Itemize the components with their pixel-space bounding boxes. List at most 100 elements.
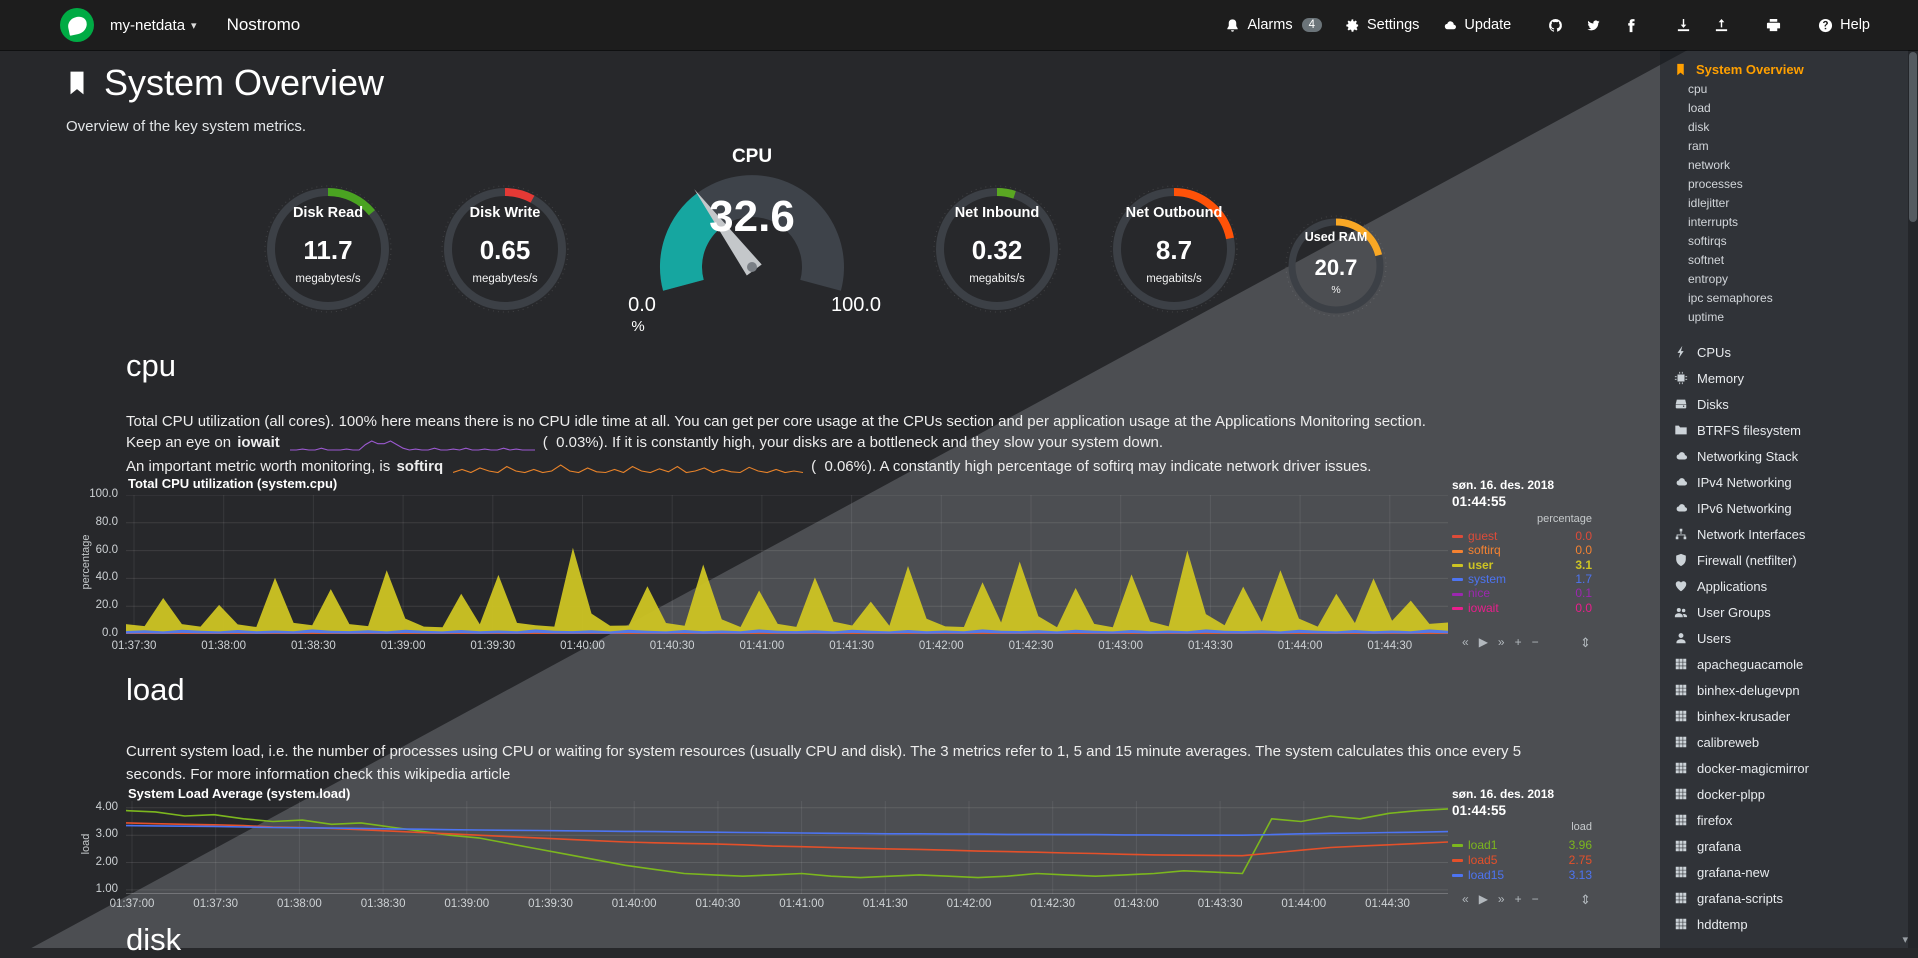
sidebar-item-apacheguacamole[interactable]: apacheguacamole — [1672, 651, 1912, 677]
import-snapshot-button[interactable] — [1676, 18, 1691, 33]
sidebar-item-grafana[interactable]: grafana — [1672, 833, 1912, 859]
export-snapshot-button[interactable] — [1714, 18, 1729, 33]
sidebar-subitem-disk[interactable]: disk — [1672, 118, 1912, 137]
sidebar-item-hddtemp[interactable]: hddtemp — [1672, 911, 1912, 937]
toolbox-zoom-out-button[interactable]: − — [1532, 635, 1539, 649]
x-tick-label: 01:42:30 — [1018, 898, 1088, 910]
twitter-link[interactable] — [1586, 18, 1601, 33]
users-icon — [1672, 605, 1689, 619]
toolbox-play-button[interactable]: ▶ — [1479, 635, 1488, 649]
sidebar-subitem-ipc-semaphores[interactable]: ipc semaphores — [1672, 289, 1912, 308]
sidebar-subitem-processes[interactable]: processes — [1672, 175, 1912, 194]
chart-title-system-cpu: Total CPU utilization (system.cpu) — [128, 476, 337, 491]
sidebar-item-memory[interactable]: Memory — [1672, 365, 1912, 391]
iowait-note-suffix: ( 0.03%). If it is constantly high, your… — [543, 431, 1163, 454]
sidebar-subitem-ram[interactable]: ram — [1672, 137, 1912, 156]
sidebar-item-system-overview[interactable]: System Overview — [1672, 58, 1912, 80]
sidebar-item-docker-magicmirror[interactable]: docker-magicmirror — [1672, 755, 1912, 781]
sidebar-item-cpus[interactable]: CPUs — [1672, 339, 1912, 365]
toolbox-pan-forward-button[interactable]: » — [1498, 892, 1505, 906]
softirq-sparkline[interactable] — [453, 460, 803, 474]
sidebar-item-calibreweb[interactable]: calibreweb — [1672, 729, 1912, 755]
toolbox-zoom-in-button[interactable]: + — [1515, 635, 1522, 649]
sidebar-item-disks[interactable]: Disks — [1672, 391, 1912, 417]
folder-icon — [1672, 423, 1689, 437]
sidebar-subitem-cpu[interactable]: cpu — [1672, 80, 1912, 99]
toolbox-play-button[interactable]: ▶ — [1479, 892, 1488, 906]
sidebar-item-networking-stack[interactable]: Networking Stack — [1672, 443, 1912, 469]
settings-button[interactable]: Settings — [1345, 17, 1419, 33]
toolbox-pan-backward-button[interactable]: « — [1462, 892, 1469, 906]
sidebar-subitem-load[interactable]: load — [1672, 99, 1912, 118]
chart-resize-handle[interactable]: ⇕ — [1580, 635, 1591, 651]
sidebar-item-ipv4-networking[interactable]: IPv4 Networking — [1672, 469, 1912, 495]
gauge-units: megabits/s — [924, 273, 1070, 285]
sidebar-item-ipv6-networking[interactable]: IPv6 Networking — [1672, 495, 1912, 521]
sidebar-subitem-network[interactable]: network — [1672, 156, 1912, 175]
gauge-title: Used RAM — [1276, 230, 1396, 244]
sidebar-subitem-softnet[interactable]: softnet — [1672, 251, 1912, 270]
gauge-units: megabytes/s — [255, 273, 401, 285]
page-scrollbar[interactable] — [1908, 50, 1918, 948]
chart-system-load[interactable] — [126, 801, 1448, 894]
sidebar-subitem-interrupts[interactable]: interrupts — [1672, 213, 1912, 232]
sidebar-subitem-uptime[interactable]: uptime — [1672, 308, 1912, 327]
toolbox-pan-backward-button[interactable]: « — [1462, 635, 1469, 649]
sidebar-item-binhex-krusader[interactable]: binhex-krusader — [1672, 703, 1912, 729]
sidebar-subitem-idlejitter[interactable]: idlejitter — [1672, 194, 1912, 213]
sidebar-subitem-entropy[interactable]: entropy — [1672, 270, 1912, 289]
page-scrollbar-thumb[interactable] — [1909, 52, 1917, 222]
sidebar-item-network-interfaces[interactable]: Network Interfaces — [1672, 521, 1912, 547]
update-button[interactable]: Update — [1442, 17, 1511, 33]
help-button[interactable]: Help — [1818, 17, 1870, 33]
x-tick-label: 01:40:00 — [599, 898, 669, 910]
iowait-sparkline[interactable] — [290, 436, 535, 450]
sidebar-item-btrfs-filesystem[interactable]: BTRFS filesystem — [1672, 417, 1912, 443]
alarms-button[interactable]: Alarms 4 — [1225, 17, 1322, 33]
sidebar-item-binhex-delugevpn[interactable]: binhex-delugevpn — [1672, 677, 1912, 703]
sidebar-item-users[interactable]: Users — [1672, 625, 1912, 651]
netdata-logo[interactable] — [60, 8, 94, 42]
sidebar-subitem-softirqs[interactable]: softirqs — [1672, 232, 1912, 251]
toolbox-zoom-in-button[interactable]: + — [1515, 892, 1522, 906]
github-link[interactable] — [1548, 18, 1563, 33]
sidebar-item-grafana-new[interactable]: grafana-new — [1672, 859, 1912, 885]
grid-icon — [1672, 787, 1689, 801]
iowait-term: iowait — [237, 431, 280, 454]
sidebar-item-applications[interactable]: Applications — [1672, 573, 1912, 599]
gauge-value: 32.6 — [622, 192, 882, 242]
y-tick-label: 4.00 — [72, 801, 118, 813]
toolbox-pan-forward-button[interactable]: » — [1498, 635, 1505, 649]
sidebar-item-grafana-scripts[interactable]: grafana-scripts — [1672, 885, 1912, 911]
facebook-link[interactable] — [1624, 18, 1639, 33]
gear-icon — [1345, 18, 1360, 33]
gauge-title: Net Outbound — [1101, 205, 1247, 221]
chart-resize-handle[interactable]: ⇕ — [1580, 892, 1591, 908]
print-button[interactable] — [1766, 18, 1781, 33]
sidebar-item-firefox[interactable]: firefox — [1672, 807, 1912, 833]
toolbox-zoom-out-button[interactable]: − — [1532, 892, 1539, 906]
my-netdata-dropdown[interactable]: my-netdata ▾ — [110, 17, 197, 34]
chart-system-cpu[interactable] — [126, 495, 1448, 634]
sidebar-item-docker-plpp[interactable]: docker-plpp — [1672, 781, 1912, 807]
x-tick-label: 01:43:30 — [1185, 898, 1255, 910]
sidebar-item-user-groups[interactable]: User Groups — [1672, 599, 1912, 625]
section-heading-cpu: cpu — [126, 348, 176, 384]
x-tick-label: 01:37:00 — [97, 898, 167, 910]
sidebar-item-firewall-netfilter[interactable]: Firewall (netfilter) — [1672, 547, 1912, 573]
